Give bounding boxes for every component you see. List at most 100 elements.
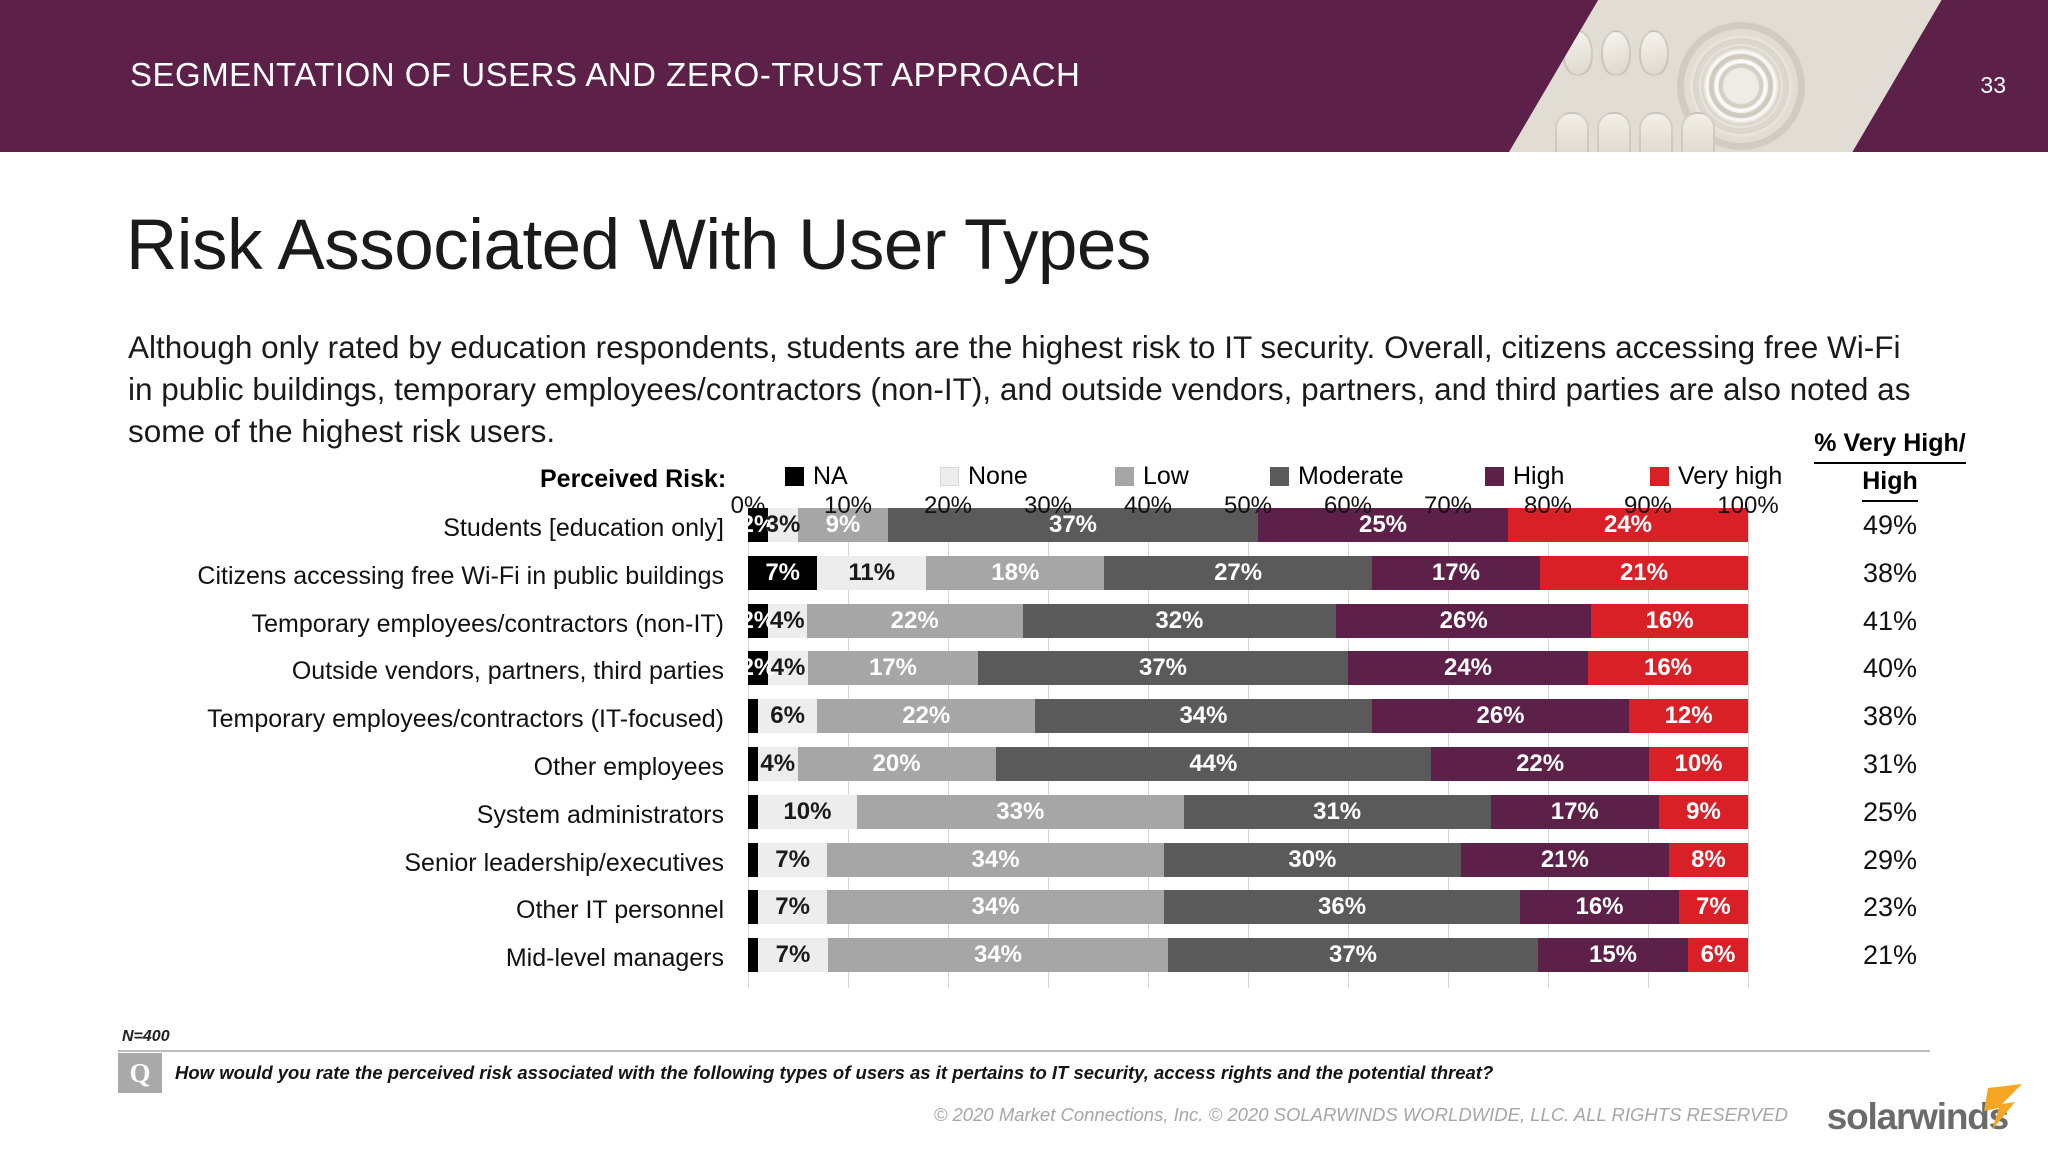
bar-segment-na <box>748 938 758 973</box>
bar-segment-low: 22% <box>806 603 1023 638</box>
bar-segment-value: 4% <box>770 654 806 682</box>
bar-segment-moderate: 37% <box>1168 938 1538 973</box>
bar-segment-high: 22% <box>1431 747 1649 781</box>
bar-segment-value: 24% <box>1443 654 1493 682</box>
bar-segment-value: 10% <box>783 797 832 825</box>
bar-segment-value: 21% <box>1540 845 1589 873</box>
category-label: Other IT personnel <box>516 896 724 925</box>
chart-plot-area: 2% 3% 9% 37% 25% 24% 7% 11% 18% 27% 17% 21% 2% 4% 22% 3… <box>740 502 1749 988</box>
header-eyebrow-title: SEGMENTATION OF USERS AND ZERO-TRUST APP… <box>130 56 1081 93</box>
column-capital-photo <box>1505 0 1945 152</box>
bar-segment-value: 34% <box>971 893 1020 921</box>
bar-segment-na: 7% <box>748 555 818 590</box>
bar-segment-very-high: 16% <box>1588 651 1748 686</box>
page-title: Risk Associated With User Types <box>126 206 1151 285</box>
chart-bar-row[interactable]: 2% 3% 9% 37% 25% 24% <box>741 508 1748 542</box>
bar-segment-moderate: 37% <box>888 508 1258 542</box>
bar-segment-value: 6% <box>1700 941 1736 969</box>
chart-bar-row[interactable]: 2% 4% 17% 37% 24% 16% <box>741 651 1748 686</box>
bar-segment-moderate: 32% <box>1022 603 1337 638</box>
bar-segment-value: 16% <box>1643 654 1693 682</box>
legend-swatch-icon <box>1270 467 1289 486</box>
chart-bar-row[interactable]: 7% 34% 30% 21% 8% <box>748 842 1749 877</box>
legend-item-label: NA <box>813 462 848 490</box>
chart-bar-row[interactable]: 2% 4% 22% 32% 26% 16% <box>740 603 1748 638</box>
x-axis-tick-labels: 0% 10% 20% 30% 40% 50% 60% 70% 80% 90% 100% <box>731 492 1779 526</box>
bar-segment-value: 20% <box>872 750 921 777</box>
x-axis-tick: 20% <box>923 492 973 519</box>
x-axis-tick: 10% <box>823 492 873 519</box>
chart-gridline <box>1548 502 1549 988</box>
footer-divider <box>118 1050 1930 1052</box>
solarwinds-flame-icon <box>1984 1084 2022 1130</box>
chart-gridline <box>948 502 949 988</box>
x-axis-tick: 50% <box>1223 492 1273 519</box>
legend-item-low[interactable]: Low <box>1115 464 1189 489</box>
chart-bar-row[interactable]: 7% 34% 36% 16% 7% <box>748 890 1749 925</box>
chart-bar-row[interactable]: 7% 11% 18% 27% 17% 21% <box>748 555 1748 590</box>
chart-legend: Perceived Risk: NA None Low Moderate High Ver… <box>540 464 1782 498</box>
bar-segment-moderate: 37% <box>978 651 1348 686</box>
bar-segment-value: 21% <box>1620 558 1669 586</box>
very-high-high-value: 40% <box>1862 653 1918 684</box>
bar-segment-high: 26% <box>1336 603 1592 638</box>
bar-segment-value: 17% <box>868 654 918 682</box>
solarwinds-wordmark: solarwinds <box>1826 1096 2009 1137</box>
bar-segment-value: 3% <box>765 511 801 538</box>
bar-segment-high: 24% <box>1348 651 1588 686</box>
bar-segment-value: 44% <box>1189 750 1238 777</box>
very-high-high-value: 21% <box>1862 940 1918 971</box>
column-ring-outer <box>1677 22 1805 150</box>
bar-segment-very-high: 8% <box>1668 842 1749 877</box>
legend-swatch-icon <box>940 467 959 486</box>
column-ring-mid <box>1693 38 1789 134</box>
bar-segment-value: 22% <box>890 606 939 634</box>
chart-gridline <box>1148 502 1149 988</box>
very-high-high-header-line2: High <box>1790 464 1990 502</box>
bar-segment-value: 24% <box>1603 511 1653 538</box>
bar-segment-low: 34% <box>827 842 1164 877</box>
slide-header-band: SEGMENTATION OF USERS AND ZERO-TRUST APP… <box>0 0 2048 152</box>
bar-segment-value: 9% <box>1686 797 1721 825</box>
legend-item-na[interactable]: NA <box>785 464 848 489</box>
x-axis-tick: 90% <box>1623 492 1673 519</box>
legend-item-very-high[interactable]: Very high <box>1650 464 1782 489</box>
bar-segment-low: 34% <box>828 938 1168 973</box>
x-axis-tick: 30% <box>1023 492 1073 519</box>
x-axis-tick: 0% <box>730 492 766 519</box>
bar-segment-high: 21% <box>1460 842 1669 877</box>
chart-gridline <box>1448 502 1449 988</box>
bar-segment-none: 7% <box>758 938 828 973</box>
legend-item-label: Very high <box>1678 462 1783 490</box>
legend-item-none[interactable]: None <box>940 464 1028 489</box>
bar-segment-value: 4% <box>769 606 805 634</box>
bar-segment-very-high: 24% <box>1508 508 1748 542</box>
bar-segment-value: 17% <box>1431 558 1480 586</box>
bar-segment-value: 26% <box>1439 606 1488 634</box>
chart-bar-row[interactable]: 10% 33% 31% 17% 9% <box>748 794 1749 829</box>
bar-segment-low: 33% <box>856 794 1184 829</box>
slide-page-number: 33 <box>1980 72 2006 98</box>
bar-segment-low: 17% <box>808 651 978 686</box>
x-axis-tick: 100% <box>1717 492 1779 519</box>
very-high-high-value: 41% <box>1862 605 1918 636</box>
chart-bar-row[interactable]: 4% 20% 44% 22% 10% <box>748 747 1749 781</box>
bar-segment-none: 10% <box>757 794 857 829</box>
bar-segment-none: 7% <box>757 890 828 925</box>
chart-bar-row[interactable]: 7% 34% 37% 15% 6% <box>748 938 1748 973</box>
x-axis-tick: 80% <box>1523 492 1573 519</box>
legend-item-high[interactable]: High <box>1485 464 1564 489</box>
bar-segment-none: 3% <box>765 508 801 542</box>
bar-segment-very-high: 9% <box>1658 794 1749 829</box>
bar-segment-value: 22% <box>1516 750 1565 777</box>
category-label: Outside vendors, partners, third parties <box>291 657 724 686</box>
very-high-high-value: 38% <box>1862 557 1918 588</box>
very-high-high-value: 31% <box>1862 749 1918 779</box>
bar-segment-na <box>748 747 758 781</box>
bar-segment-value: 25% <box>1358 511 1408 538</box>
legend-item-label: None <box>968 462 1028 490</box>
bar-segment-moderate: 44% <box>995 747 1432 781</box>
legend-item-moderate[interactable]: Moderate <box>1270 464 1404 489</box>
chart-bar-row[interactable]: 6% 22% 34% 26% 12% <box>748 699 1749 734</box>
bar-segment-value: 34% <box>971 845 1020 873</box>
